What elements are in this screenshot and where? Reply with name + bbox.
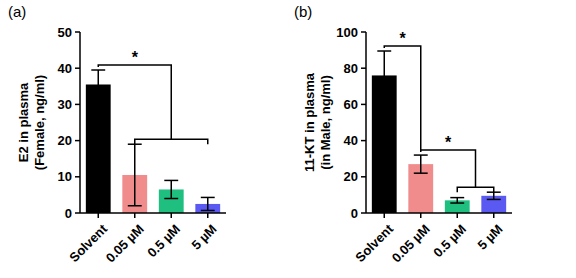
y-tick [361, 176, 366, 178]
error-cap [201, 210, 215, 212]
error-cap [164, 198, 178, 200]
error-cap [91, 69, 105, 71]
x-tick [457, 213, 459, 218]
x-tick [98, 213, 100, 218]
bracket-line [421, 150, 476, 187]
error-bar [450, 198, 464, 203]
error-cap [450, 202, 464, 204]
y-tick [75, 176, 80, 178]
error-bar [91, 70, 105, 99]
y-axis-label-line: (in Male, ng/ml) [318, 75, 333, 170]
y-axis-label-line: E2 in plasma [16, 82, 31, 162]
x-tick-label: 5 µM [188, 221, 219, 252]
y-tick-label: 100 [336, 25, 358, 40]
error-bar [201, 197, 215, 210]
y-tick [361, 31, 366, 33]
error-cap [164, 180, 178, 182]
error-line [134, 144, 136, 206]
y-tick-label: 40 [344, 133, 358, 148]
error-cap [450, 197, 464, 199]
x-tick-label: Solvent [66, 221, 110, 265]
bar [86, 84, 111, 213]
error-bar [487, 192, 501, 199]
y-tick-label: 0 [65, 206, 72, 221]
error-bar [128, 144, 142, 206]
y-tick [361, 104, 366, 106]
x-tick [420, 213, 422, 218]
error-cap [377, 99, 391, 101]
y-tick-label: 30 [58, 97, 72, 112]
y-axis-label-line: (Female, ng/ml) [32, 75, 47, 170]
error-cap [377, 50, 391, 52]
y-axis-label: 11-KT in plasma(in Male, ng/ml) [302, 72, 333, 172]
y-tick [75, 104, 80, 106]
x-tick [493, 213, 495, 218]
bracket-line [384, 46, 421, 150]
error-cap [128, 205, 142, 207]
y-tick-label: 80 [344, 61, 358, 76]
x-axis-line [80, 212, 226, 214]
error-cap [487, 199, 501, 201]
y-axis-label: E2 in plasma(Female, ng/ml) [16, 75, 47, 170]
y-tick-label: 20 [58, 133, 72, 148]
bracket-line [98, 65, 171, 139]
x-tick-label: 0.05 µM [389, 221, 433, 265]
error-line [420, 155, 422, 173]
bars [372, 51, 506, 213]
y-tick [361, 140, 366, 142]
significance-bracket [384, 46, 421, 150]
x-tick-label: 0.05 µM [103, 221, 147, 265]
x-tick [134, 213, 136, 218]
x-tick-label: 5 µM [474, 221, 505, 252]
error-line [98, 70, 100, 99]
x-tick [207, 213, 209, 218]
x-tick-label: Solvent [352, 221, 396, 265]
x-tick-label: 0.5 µM [430, 221, 469, 260]
y-tick-label: 0 [351, 206, 358, 221]
error-bar [377, 51, 391, 100]
y-tick-label: 20 [344, 169, 358, 184]
error-cap [91, 98, 105, 100]
x-tick [171, 213, 173, 218]
panel: (b) 11-KT in plasma(in Male, ng/ml) 0 20 40 6… [294, 3, 512, 265]
x-tick-label: 0.5 µM [144, 221, 183, 260]
error-line [384, 51, 386, 100]
bars [86, 70, 220, 213]
y-tick-label: 50 [58, 25, 72, 40]
panel-label: (b) [294, 3, 312, 20]
bracket-span [135, 139, 208, 144]
significance-bracket [421, 150, 494, 192]
error-line [171, 180, 173, 198]
error-line [207, 197, 209, 210]
x-tick [384, 213, 386, 218]
x-axis-line [366, 212, 512, 214]
error-line [457, 198, 459, 203]
bracket-span [457, 187, 494, 192]
y-tick-label: 40 [58, 61, 72, 76]
y-axis-label-line: 11-KT in plasma [302, 72, 317, 172]
error-bar [414, 155, 428, 173]
y-tick [361, 212, 366, 214]
y-tick [75, 67, 80, 69]
y-tick [361, 67, 366, 69]
y-tick [75, 31, 80, 33]
significance-label: * [399, 30, 406, 47]
y-tick-label: 60 [344, 97, 358, 112]
error-cap [414, 172, 428, 174]
y-tick [75, 140, 80, 142]
significance-bracket [98, 65, 208, 144]
y-axis-line [365, 32, 367, 213]
panel: (a) E2 in plasma(Female, ng/ml) 0 10 20 30 40 5… [8, 3, 226, 265]
y-tick-label: 10 [58, 169, 72, 184]
error-line [493, 192, 495, 199]
error-cap [414, 154, 428, 156]
y-axis-line [79, 32, 81, 213]
significance-label: * [445, 134, 452, 151]
error-bar [164, 180, 178, 198]
y-tick [75, 212, 80, 214]
panel-label: (a) [8, 3, 26, 20]
figure: (a) E2 in plasma(Female, ng/ml) 0 10 20 30 40 5… [0, 0, 576, 278]
significance-label: * [132, 49, 139, 66]
error-cap [201, 197, 215, 199]
